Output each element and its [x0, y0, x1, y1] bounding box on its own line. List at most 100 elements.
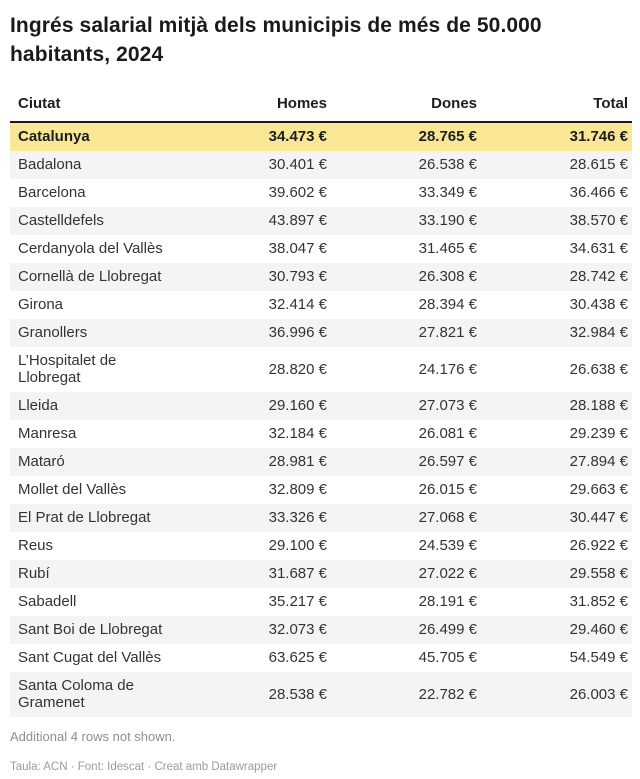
dones-cell: 26.081 € [418, 425, 477, 443]
dones-cell: 22.782 € [418, 685, 477, 703]
dones-cell: 24.539 € [418, 537, 477, 555]
rows-not-shown-note: Additional 4 rows not shown. [10, 729, 176, 745]
total-cell: 36.466 € [569, 184, 628, 202]
city-cell: Sant Cugat del Vallès [18, 649, 162, 667]
city-cell: Badalona [18, 156, 82, 174]
homes-cell: 28.981 € [268, 453, 327, 471]
city-cell: L’Hospitalet de Llobregat [18, 352, 117, 387]
homes-cell: 28.538 € [268, 685, 327, 703]
table-row: El Prat de Llobregat 33.326 € 27.068 € 30.4… [10, 504, 632, 533]
dones-cell: 28.191 € [418, 593, 477, 611]
total-cell: 26.922 € [569, 537, 628, 555]
dones-cell: 45.705 € [418, 649, 477, 667]
city-cell: Santa Coloma de Gramenet [18, 677, 134, 712]
total-cell: 54.549 € [569, 649, 628, 667]
city-cell: Rubí [18, 565, 50, 583]
total-cell: 26.638 € [569, 360, 628, 378]
dones-cell: 33.190 € [418, 212, 477, 230]
dones-cell: 26.538 € [418, 156, 477, 174]
table-row: Sant Cugat del Vallès 63.625 € 45.705 € 54.… [10, 644, 632, 672]
homes-cell: 39.602 € [268, 184, 327, 202]
dones-cell: 24.176 € [418, 360, 477, 378]
salary-table: Ciutat Homes Dones Total Catalunya 34.473… [10, 90, 632, 718]
homes-cell: 34.473 € [268, 128, 327, 146]
column-header-ciutat: Ciutat [18, 95, 61, 113]
table-row: Cornellà de Llobregat 30.793 € 26.308 € 28.… [10, 263, 632, 292]
city-cell: Lleida [18, 397, 59, 415]
total-cell: 28.742 € [569, 268, 628, 286]
column-header-total: Total [593, 95, 628, 113]
homes-cell: 29.100 € [268, 537, 327, 555]
table-header: Ciutat Homes Dones Total [10, 90, 632, 123]
city-cell: Granollers [18, 324, 88, 342]
total-cell: 30.438 € [569, 296, 628, 314]
city-cell: El Prat de Llobregat [18, 509, 151, 527]
table-row: Sant Boi de Llobregat 32.073 € 26.499 € 29.… [10, 616, 632, 645]
homes-cell: 33.326 € [268, 509, 327, 527]
table-row: Cerdanyola del Vallès 38.047 € 31.465 € 34.… [10, 235, 632, 263]
dones-cell: 27.022 € [418, 565, 477, 583]
homes-cell: 63.625 € [268, 649, 327, 667]
total-cell: 26.003 € [569, 685, 628, 703]
homes-cell: 30.793 € [268, 268, 327, 286]
dones-cell: 27.821 € [418, 324, 477, 342]
table-row: Rubí 31.687 € 27.022 € 29.558 € [10, 560, 632, 589]
homes-cell: 35.217 € [268, 593, 327, 611]
city-cell: Catalunya [18, 128, 90, 146]
city-cell: Cornellà de Llobregat [18, 268, 162, 286]
total-cell: 31.852 € [569, 593, 628, 611]
city-cell: Cerdanyola del Vallès [18, 240, 163, 258]
dones-cell: 31.465 € [418, 240, 477, 258]
city-cell: Sabadell [18, 593, 77, 611]
total-cell: 28.615 € [569, 156, 628, 174]
total-cell: 34.631 € [569, 240, 628, 258]
dones-cell: 26.499 € [418, 621, 477, 639]
table-row: Manresa 32.184 € 26.081 € 29.239 € [10, 420, 632, 448]
table-row: Catalunya 34.473 € 28.765 € 31.746 € [10, 122, 632, 152]
table-body: Catalunya 34.473 € 28.765 € 31.746 € Badalon… [10, 122, 632, 718]
total-cell: 38.570 € [569, 212, 628, 230]
city-cell: Reus [18, 537, 54, 555]
total-cell: 28.188 € [569, 397, 628, 415]
homes-cell: 38.047 € [268, 240, 327, 258]
homes-cell: 32.809 € [268, 481, 327, 499]
dones-cell: 26.308 € [418, 268, 477, 286]
dones-cell: 33.349 € [418, 184, 477, 202]
table-row: Girona 32.414 € 28.394 € 30.438 € [10, 291, 632, 319]
total-cell: 29.460 € [569, 621, 628, 639]
table-row: Lleida 29.160 € 27.073 € 28.188 € [10, 392, 632, 421]
homes-cell: 30.401 € [268, 156, 327, 174]
total-cell: 29.663 € [569, 481, 628, 499]
city-cell: Mollet del Vallès [18, 481, 127, 499]
total-cell: 29.558 € [569, 565, 628, 583]
column-header-dones: Dones [431, 95, 477, 113]
dones-cell: 27.068 € [418, 509, 477, 527]
city-cell: Barcelona [18, 184, 86, 202]
city-cell: Sant Boi de Llobregat [18, 621, 163, 639]
table-row: Sabadell 35.217 € 28.191 € 31.852 € [10, 588, 632, 616]
homes-cell: 36.996 € [268, 324, 327, 342]
city-cell: Manresa [18, 425, 77, 443]
dones-cell: 26.597 € [418, 453, 477, 471]
homes-cell: 28.820 € [268, 360, 327, 378]
total-cell: 29.239 € [569, 425, 628, 443]
city-cell: Girona [18, 296, 64, 314]
total-cell: 27.894 € [569, 453, 628, 471]
total-cell: 31.746 € [569, 128, 628, 146]
table-row: Barcelona 39.602 € 33.349 € 36.466 € [10, 179, 632, 207]
column-header-homes: Homes [276, 95, 327, 113]
dones-cell: 28.394 € [418, 296, 477, 314]
total-cell: 32.984 € [569, 324, 628, 342]
table-row: Mollet del Vallès 32.809 € 26.015 € 29.663 … [10, 476, 632, 504]
homes-cell: 32.184 € [268, 425, 327, 443]
city-cell: Castelldefels [18, 212, 104, 230]
dones-cell: 27.073 € [418, 397, 477, 415]
table-row: Reus 29.100 € 24.539 € 26.922 € [10, 532, 632, 560]
homes-cell: 32.073 € [268, 621, 327, 639]
homes-cell: 32.414 € [268, 296, 327, 314]
total-cell: 30.447 € [569, 509, 628, 527]
table-row: Castelldefels 43.897 € 33.190 € 38.570 € [10, 207, 632, 236]
homes-cell: 31.687 € [268, 565, 327, 583]
table-row: Badalona 30.401 € 26.538 € 28.615 € [10, 151, 632, 180]
